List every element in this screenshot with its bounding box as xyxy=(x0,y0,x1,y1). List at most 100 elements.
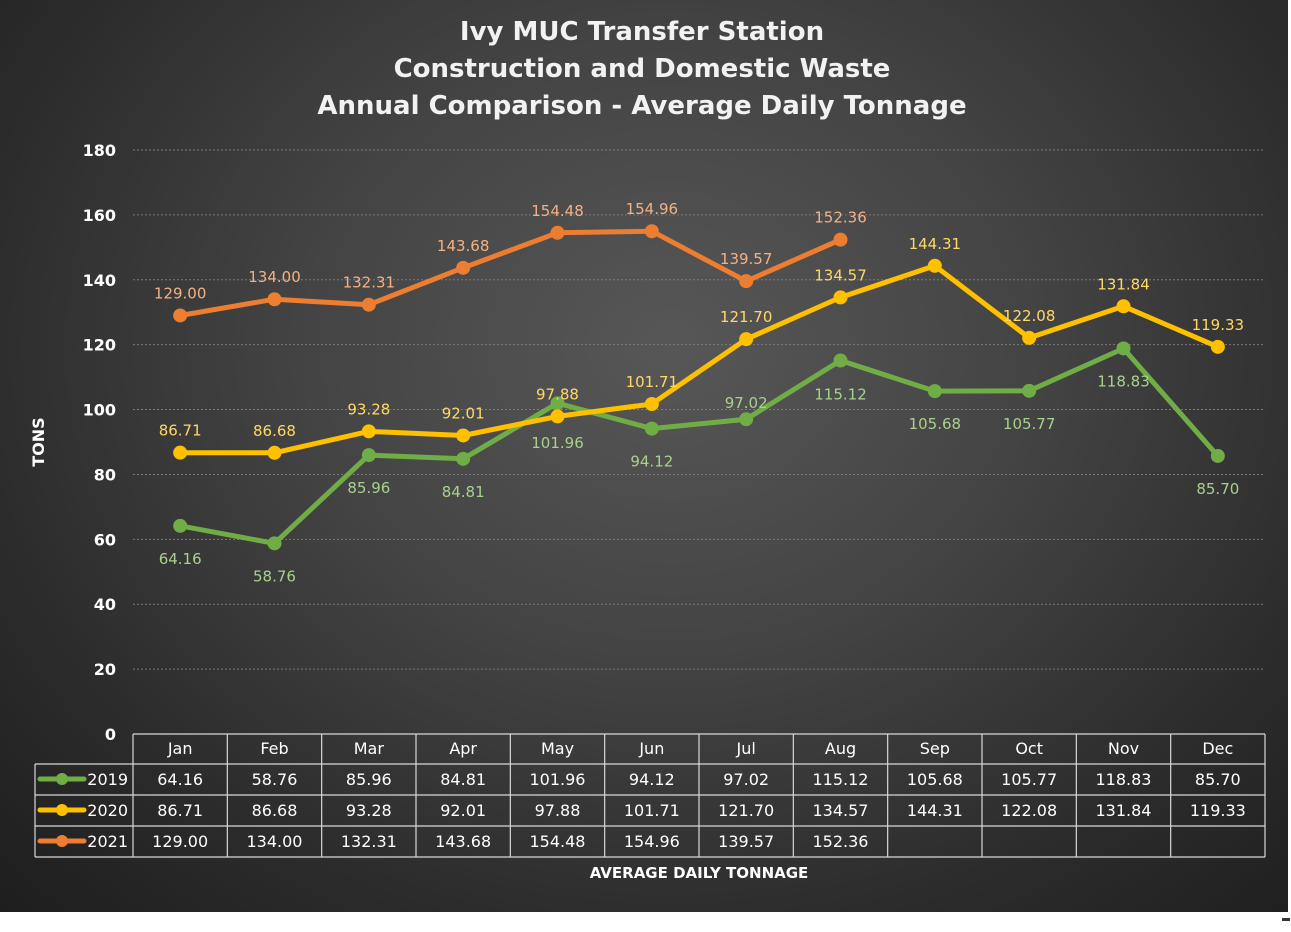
data-label-2021-feb: 134.00 xyxy=(248,268,301,286)
point-2020-dec xyxy=(1210,339,1225,354)
table-cell-2019-oct: 105.77 xyxy=(1001,770,1057,789)
table-cell-2020-dec: 119.33 xyxy=(1190,801,1246,820)
x-tick-label-apr: Apr xyxy=(449,739,477,758)
legend-marker-2019 xyxy=(56,773,68,785)
point-2020-mar xyxy=(361,424,376,439)
data-label-2020-dec: 119.33 xyxy=(1192,316,1245,334)
point-2021-aug xyxy=(833,232,848,247)
data-label-2019-dec: 85.70 xyxy=(1196,480,1239,498)
legend-marker-2021 xyxy=(56,835,68,847)
legend-label-2020: 2020 xyxy=(87,801,128,820)
data-label-2019-oct: 105.77 xyxy=(1003,415,1056,433)
point-2019-dec xyxy=(1210,448,1225,463)
point-2020-sep xyxy=(927,258,942,273)
chart-title-line-3: Annual Comparison - Average Daily Tonnag… xyxy=(317,91,966,121)
point-2020-jan xyxy=(173,445,188,460)
data-label-2021-aug: 152.36 xyxy=(814,209,867,227)
point-2021-jan xyxy=(173,308,188,323)
point-2020-feb xyxy=(267,445,282,460)
table-cell-2020-jun: 101.71 xyxy=(624,801,680,820)
point-2021-apr xyxy=(456,260,471,275)
point-2020-oct xyxy=(1022,330,1037,345)
point-2020-jun xyxy=(644,397,659,412)
point-2021-mar xyxy=(361,297,376,312)
chart-title-line-2: Construction and Domestic Waste xyxy=(394,54,891,84)
y-tick-label-140: 140 xyxy=(83,271,116,290)
point-2019-jun xyxy=(644,421,659,436)
data-label-2019-mar: 85.96 xyxy=(347,479,390,497)
page-corner-mark xyxy=(1282,918,1290,921)
table-cell-2019-apr: 84.81 xyxy=(440,770,486,789)
x-tick-label-jul: Jul xyxy=(736,739,756,758)
table-cell-2021-aug: 152.36 xyxy=(813,832,869,851)
point-2021-jun xyxy=(644,224,659,239)
data-label-2019-feb: 58.76 xyxy=(253,567,296,585)
y-tick-label-180: 180 xyxy=(83,141,116,160)
data-label-2021-jun: 154.96 xyxy=(626,200,679,218)
table-cell-2020-mar: 93.28 xyxy=(346,801,392,820)
point-2019-nov xyxy=(1116,341,1131,356)
data-label-2019-nov: 118.83 xyxy=(1097,372,1150,390)
table-cell-2020-oct: 122.08 xyxy=(1001,801,1057,820)
x-tick-label-feb: Feb xyxy=(260,739,288,758)
point-2021-jul xyxy=(739,274,754,289)
table-cell-2019-dec: 85.70 xyxy=(1195,770,1241,789)
point-2019-feb xyxy=(267,536,282,551)
table-cell-2019-jan: 64.16 xyxy=(157,770,203,789)
series-line-2021 xyxy=(177,228,843,318)
data-label-2019-jun: 94.12 xyxy=(630,453,673,471)
data-labels: 64.16 58.76 85.96 84.81 101.96 94.12 97.02 115.… xyxy=(154,200,1244,585)
legend-label-2019: 2019 xyxy=(87,770,128,789)
point-2021-may xyxy=(550,225,565,240)
table-cell-2020-may: 97.88 xyxy=(535,801,581,820)
chart-title: Ivy MUC Transfer Station Construction an… xyxy=(317,17,966,121)
point-2019-mar xyxy=(361,448,376,463)
data-label-2021-may: 154.48 xyxy=(531,202,584,220)
point-2020-may xyxy=(550,409,565,424)
y-tick-label-160: 160 xyxy=(83,206,116,225)
point-2019-sep xyxy=(927,384,942,399)
y-axis-ticks: 0 20 40 60 80 100 120 140 160 180 xyxy=(83,141,116,744)
data-label-2020-may: 97.88 xyxy=(536,385,579,403)
x-axis-label: AVERAGE DAILY TONNAGE xyxy=(590,864,809,882)
point-2019-may xyxy=(550,396,565,411)
y-tick-label-20: 20 xyxy=(94,660,116,679)
y-tick-label-80: 80 xyxy=(94,465,116,484)
table-cell-2021-feb: 134.00 xyxy=(247,832,303,851)
series-lines xyxy=(173,224,1225,551)
y-tick-label-40: 40 xyxy=(94,595,116,614)
data-label-2021-jul: 139.57 xyxy=(720,250,773,268)
point-2021-feb xyxy=(267,292,282,307)
x-tick-label-jan: Jan xyxy=(167,739,193,758)
x-tick-label-dec: Dec xyxy=(1202,739,1233,758)
x-tick-label-jun: Jun xyxy=(638,739,664,758)
y-axis-label: TONS xyxy=(29,417,48,466)
point-2019-jul xyxy=(739,412,754,427)
x-tick-label-nov: Nov xyxy=(1108,739,1139,758)
x-tick-label-sep: Sep xyxy=(920,739,950,758)
series-2020 xyxy=(173,258,1225,460)
series-2021 xyxy=(173,224,848,323)
y-tick-label-120: 120 xyxy=(83,336,116,355)
x-tick-label-may: May xyxy=(541,739,574,758)
line-chart: Ivy MUC Transfer Station Construction an… xyxy=(29,17,1266,882)
data-label-2020-oct: 122.08 xyxy=(1003,307,1056,325)
gridlines xyxy=(133,149,1265,670)
legend-label-2021: 2021 xyxy=(87,832,128,851)
y-tick-label-60: 60 xyxy=(94,530,116,549)
table-cell-2021-may: 154.48 xyxy=(530,832,586,851)
x-tick-label-aug: Aug xyxy=(825,739,856,758)
data-label-2019-jul: 97.02 xyxy=(725,394,768,412)
data-label-2019-sep: 105.68 xyxy=(909,415,962,433)
table-cell-2020-jul: 121.70 xyxy=(718,801,774,820)
data-label-2020-jul: 121.70 xyxy=(720,308,773,326)
chart-title-line-1: Ivy MUC Transfer Station xyxy=(460,17,824,47)
data-label-2020-apr: 92.01 xyxy=(442,404,485,422)
table-cell-2021-mar: 132.31 xyxy=(341,832,397,851)
table-cell-2021-jul: 139.57 xyxy=(718,832,774,851)
table-cell-2021-apr: 143.68 xyxy=(435,832,491,851)
data-label-2019-may: 101.96 xyxy=(531,434,584,452)
y-tick-label-100: 100 xyxy=(83,401,116,420)
point-2020-apr xyxy=(456,428,471,443)
point-2019-oct xyxy=(1022,383,1037,398)
